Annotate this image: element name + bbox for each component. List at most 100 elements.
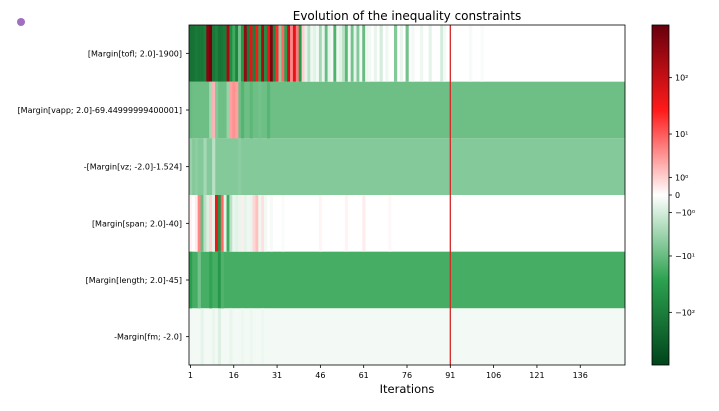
heatmap-cell: [258, 25, 262, 82]
plot-frame: [188, 24, 626, 366]
heatmap-cell: [235, 81, 239, 139]
heatmap-cell: [246, 25, 250, 82]
heatmap-cell: [197, 195, 201, 252]
heatmap-cell: [189, 25, 193, 82]
heatmap-cell: [264, 25, 268, 82]
chart-title: Evolution of the inequality constraints: [293, 9, 522, 23]
heatmap-cell: [232, 25, 236, 82]
heatmap-cell: [220, 251, 224, 309]
heatmap-cell: [342, 25, 346, 82]
heatmap-cell: [240, 308, 245, 365]
heatmap-cell: [220, 25, 224, 82]
heatmap-cell: [295, 25, 300, 82]
heatmap-cell: [249, 195, 253, 252]
heatmap-cell: [246, 195, 250, 252]
x-tick-label: 76: [402, 371, 412, 380]
heatmap-cell: [480, 25, 484, 82]
heatmap-cell: [209, 81, 213, 139]
heatmap-cell: [362, 195, 366, 252]
heatmap-cell: [206, 25, 210, 82]
row-label: -Margin[fm; -2.0]: [114, 333, 182, 342]
heatmap-cell: [197, 25, 201, 82]
colorbar: 10² 10¹ 10⁰ 0 −10⁰ −10¹ −10²: [651, 24, 695, 366]
heatmap-cell: [212, 308, 216, 365]
heatmap-cell: [379, 25, 383, 82]
heatmap-cell: [252, 195, 256, 252]
heatmap-cell: [318, 195, 323, 252]
heatmap-cell: [264, 195, 268, 252]
colorbar-tick-label: 10²: [675, 74, 688, 83]
colorbar-tick-label: 10¹: [675, 130, 688, 139]
x-tick-label: 121: [529, 371, 544, 380]
heatmap-cell: [238, 195, 242, 252]
heatmap-cell: [229, 25, 233, 82]
heatmap-cell: [203, 195, 207, 252]
heatmap-cell: [209, 251, 213, 309]
heatmap-cell: [269, 195, 274, 252]
heatmap-cells: [189, 25, 625, 365]
heatmap-cell: [258, 81, 262, 139]
heatmap-cell: [200, 195, 204, 252]
heatmap-cell: [336, 25, 340, 82]
heatmap-cell: [209, 25, 213, 82]
heatmap-cell: [365, 25, 369, 82]
heatmap-cell: [232, 195, 236, 252]
heatmap-cell: [318, 25, 323, 82]
heatmap-cell: [368, 25, 372, 82]
heatmap-cell: [316, 25, 320, 82]
heatmap-cell: [353, 25, 357, 82]
heatmap-cell: [266, 25, 271, 82]
heatmap-cell: [217, 195, 222, 252]
heatmap-cell: [229, 81, 233, 139]
heatmap-cell: [394, 25, 398, 82]
heatmap-cell: [304, 25, 308, 82]
heatmap-cell: [330, 25, 334, 82]
heatmap-cell: [235, 25, 239, 82]
heatmap-cell: [258, 195, 262, 252]
heatmap-cell: [310, 25, 314, 82]
x-tick-label: 1: [188, 371, 193, 380]
heatmap-cell: [217, 25, 222, 82]
colorbar-tick-label: −10¹: [675, 252, 695, 261]
heatmap-cell: [321, 25, 326, 82]
heatmap-cell: [189, 81, 193, 139]
heatmap-cell: [252, 25, 256, 82]
heatmap-row-background: [189, 81, 625, 139]
row-label: [Margin[vapp; 2.0]-69.44999999400001]: [18, 106, 182, 115]
heatmap-cell: [238, 25, 242, 82]
heatmap-cell: [428, 25, 432, 82]
heatmap-cell: [220, 195, 224, 252]
heatmap-cell: [200, 25, 204, 82]
heatmap-cell: [212, 81, 216, 139]
status-dot: [17, 18, 25, 26]
heatmap-cell: [194, 25, 198, 82]
heatmap-cell: [243, 195, 248, 252]
heatmap-cell: [261, 25, 265, 82]
heatmap-cell: [235, 195, 239, 252]
heatmap-cell: [301, 25, 305, 82]
heatmap-cell: [223, 25, 227, 82]
heatmap-cell: [469, 25, 473, 82]
heatmap-cell: [255, 195, 259, 252]
colorbar-tick-label: −10⁰: [675, 209, 695, 218]
x-tick-label: 91: [445, 371, 455, 380]
heatmap-cell: [278, 25, 282, 82]
heatmap-cell: [189, 195, 193, 252]
heatmap-cell: [266, 81, 271, 139]
heatmap-cell: [229, 195, 233, 252]
heatmap-cell: [405, 25, 409, 82]
heatmap-cell: [249, 308, 253, 365]
heatmap-cell: [290, 25, 294, 82]
colorbar-tick-label: −10²: [675, 308, 695, 317]
heatmap-cell: [249, 25, 253, 82]
x-axis-ticks: 1 16 31 46 61 76 91 106 121 136: [188, 365, 588, 380]
heatmap-cell: [217, 308, 222, 365]
x-tick-label: 106: [486, 371, 501, 380]
colorbar-tick-label: 10⁰: [675, 173, 688, 182]
heatmap-cell: [313, 25, 317, 82]
heatmap-cell: [388, 195, 392, 252]
heatmap-cell: [275, 25, 279, 82]
heatmap-cell: [189, 251, 193, 309]
heatmap-cell: [243, 25, 248, 82]
heatmap-cell: [189, 138, 193, 195]
